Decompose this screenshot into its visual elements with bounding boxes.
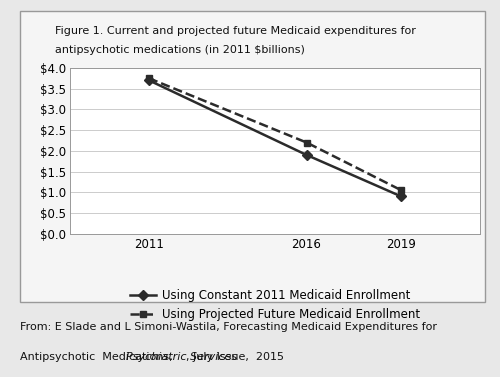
Text: Psychiatric Services: Psychiatric Services — [126, 352, 238, 363]
Text: Antipsychotic  Medications,: Antipsychotic Medications, — [20, 352, 176, 363]
Text: , July Issue,  2015: , July Issue, 2015 — [186, 352, 284, 363]
Legend: Using Constant 2011 Medicaid Enrollment, Using Projected Future Medicaid Enrollm: Using Constant 2011 Medicaid Enrollment,… — [130, 290, 420, 321]
Text: Figure 1. Current and projected future Medicaid expenditures for: Figure 1. Current and projected future M… — [55, 26, 416, 37]
Text: From: E Slade and L Simoni-Wastila, Forecasting Medicaid Expenditures for: From: E Slade and L Simoni-Wastila, Fore… — [20, 322, 437, 333]
Text: antipsychotic medications (in 2011 $billions): antipsychotic medications (in 2011 $bill… — [55, 45, 305, 55]
